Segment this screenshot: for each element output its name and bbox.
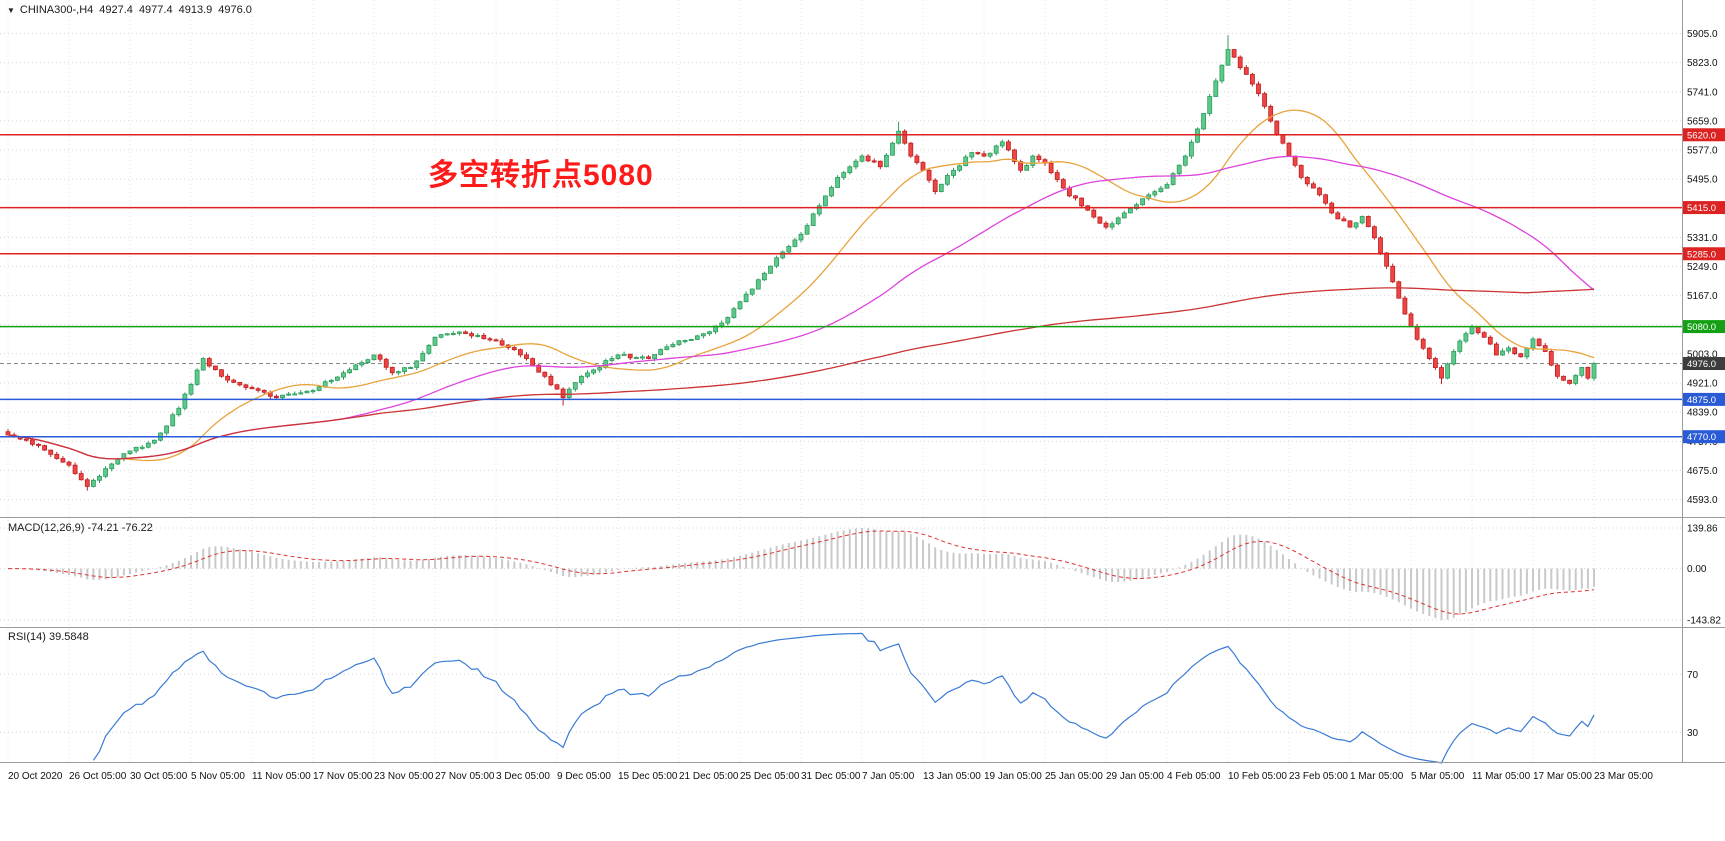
svg-text:0.00: 0.00 (1687, 564, 1707, 575)
svg-text:5659.0: 5659.0 (1687, 116, 1718, 127)
svg-text:5415.0: 5415.0 (1687, 203, 1716, 214)
high-value: 4977.4 (138, 4, 173, 16)
svg-text:23 Mar 05:00: 23 Mar 05:00 (1594, 771, 1653, 782)
svg-text:4921.0: 4921.0 (1687, 379, 1718, 390)
chart-title: ▼ CHINA300-,H4 4927.4 4977.4 4913.9 4976.0 (7, 4, 258, 16)
rsi-indicator-label: RSI(14) 39.5848 (8, 631, 89, 643)
svg-text:5741.0: 5741.0 (1687, 87, 1718, 98)
svg-text:17 Nov 05:00: 17 Nov 05:00 (313, 771, 373, 782)
svg-text:4976.0: 4976.0 (1687, 359, 1716, 370)
svg-text:29 Jan 05:00: 29 Jan 05:00 (1106, 771, 1164, 782)
svg-text:11 Mar 05:00: 11 Mar 05:00 (1472, 771, 1531, 782)
svg-text:70: 70 (1687, 670, 1699, 681)
svg-text:5331.0: 5331.0 (1687, 233, 1718, 244)
svg-text:5905.0: 5905.0 (1687, 29, 1718, 40)
svg-text:26 Oct 05:00: 26 Oct 05:00 (69, 771, 127, 782)
svg-text:25 Jan 05:00: 25 Jan 05:00 (1045, 771, 1103, 782)
svg-text:31 Dec 05:00: 31 Dec 05:00 (801, 771, 861, 782)
svg-text:5003.0: 5003.0 (1687, 349, 1718, 360)
svg-text:10 Feb 05:00: 10 Feb 05:00 (1228, 771, 1287, 782)
svg-text:5495.0: 5495.0 (1687, 175, 1718, 186)
svg-text:9 Dec 05:00: 9 Dec 05:00 (557, 771, 611, 782)
open-value: 4927.4 (99, 4, 133, 16)
svg-text:4839.0: 4839.0 (1687, 408, 1718, 419)
svg-text:7 Jan 05:00: 7 Jan 05:00 (862, 771, 915, 782)
svg-text:17 Mar 05:00: 17 Mar 05:00 (1533, 771, 1592, 782)
svg-text:11 Nov 05:00: 11 Nov 05:00 (252, 771, 311, 782)
svg-text:23 Feb 05:00: 23 Feb 05:00 (1289, 771, 1348, 782)
svg-text:4875.0: 4875.0 (1687, 395, 1716, 406)
svg-text:4593.0: 4593.0 (1687, 495, 1718, 506)
symbol-timeframe-label: CHINA300-,H4 (19, 4, 94, 16)
low-value: 4913.9 (178, 4, 213, 16)
svg-text:15 Dec 05:00: 15 Dec 05:00 (618, 771, 678, 782)
svg-text:5 Mar 05:00: 5 Mar 05:00 (1411, 771, 1465, 782)
svg-text:13 Jan 05:00: 13 Jan 05:00 (923, 771, 981, 782)
one-click-trading-icon[interactable]: ▼ (7, 6, 15, 15)
svg-text:19 Jan 05:00: 19 Jan 05:00 (984, 771, 1042, 782)
svg-text:-143.82: -143.82 (1687, 616, 1721, 627)
svg-text:1 Mar 05:00: 1 Mar 05:00 (1350, 771, 1404, 782)
svg-text:4 Feb 05:00: 4 Feb 05:00 (1167, 771, 1221, 782)
svg-text:3 Dec 05:00: 3 Dec 05:00 (496, 771, 550, 782)
svg-text:30: 30 (1687, 728, 1699, 739)
svg-text:21 Dec 05:00: 21 Dec 05:00 (679, 771, 739, 782)
svg-text:5620.0: 5620.0 (1687, 130, 1716, 141)
macd-indicator-label: MACD(12,26,9) -74.21 -76.22 (8, 522, 153, 534)
svg-text:25 Dec 05:00: 25 Dec 05:00 (740, 771, 800, 782)
svg-text:139.86: 139.86 (1687, 524, 1718, 535)
svg-text:20 Oct 2020: 20 Oct 2020 (8, 771, 63, 782)
svg-text:5 Nov 05:00: 5 Nov 05:00 (191, 771, 245, 782)
svg-text:5080.0: 5080.0 (1687, 322, 1716, 333)
svg-text:23 Nov 05:00: 23 Nov 05:00 (374, 771, 434, 782)
svg-text:5167.0: 5167.0 (1687, 291, 1718, 302)
annotation-text: 多空转折点5080 (428, 159, 654, 192)
svg-text:5823.0: 5823.0 (1687, 58, 1718, 69)
svg-text:5249.0: 5249.0 (1687, 262, 1718, 273)
svg-text:5285.0: 5285.0 (1687, 249, 1716, 260)
svg-text:30 Oct 05:00: 30 Oct 05:00 (130, 771, 188, 782)
svg-text:27 Nov 05:00: 27 Nov 05:00 (435, 771, 495, 782)
svg-text:4770.0: 4770.0 (1687, 432, 1716, 443)
svg-text:5577.0: 5577.0 (1687, 146, 1718, 157)
close-value: 4976.0 (218, 4, 252, 16)
svg-text:4675.0: 4675.0 (1687, 466, 1718, 477)
